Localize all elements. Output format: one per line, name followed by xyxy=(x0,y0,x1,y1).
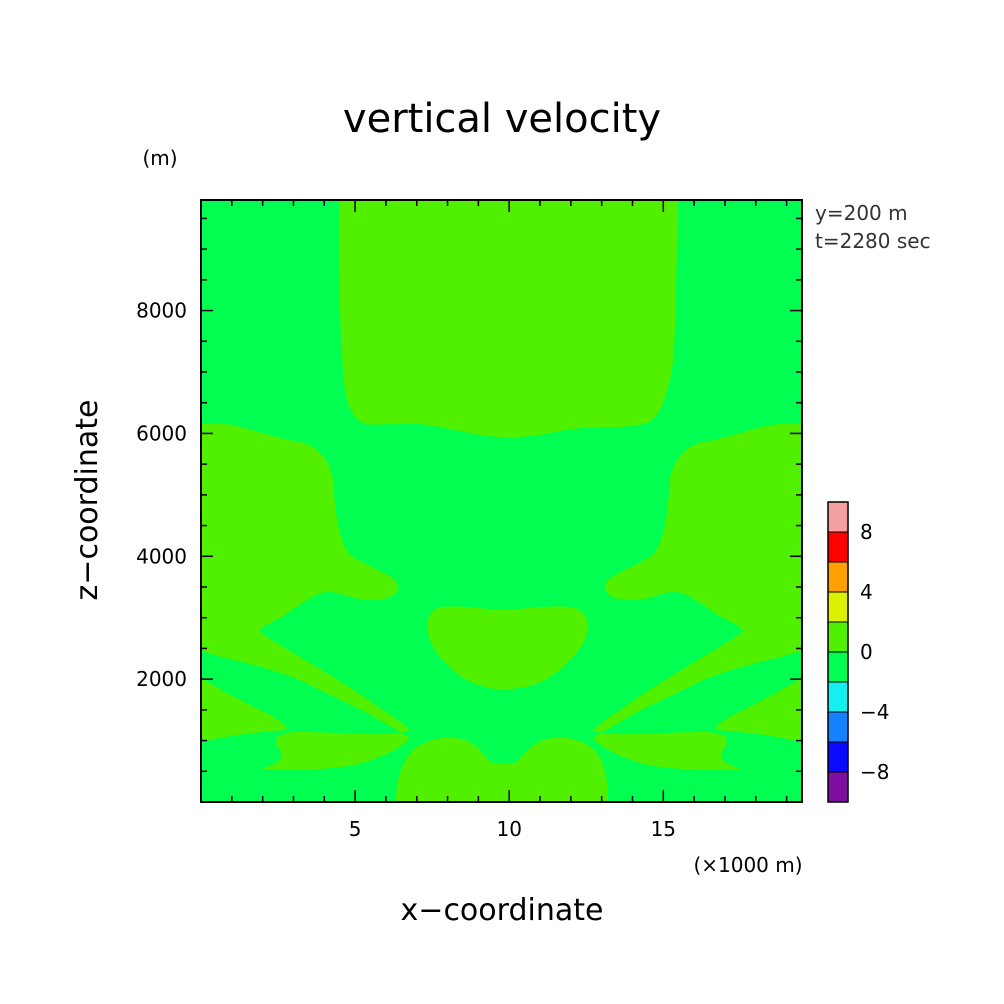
colorbar-swatch xyxy=(827,741,849,773)
colorbar-tick-label: 0 xyxy=(860,640,873,664)
plot-frame xyxy=(200,199,803,803)
x-tick-label: 5 xyxy=(349,817,362,841)
plot-area xyxy=(200,199,803,803)
colorbar: −8 −4 0 4 8 xyxy=(827,501,889,803)
colorbar-tick-label: −4 xyxy=(860,700,889,724)
y-axis-unit: (m) xyxy=(142,146,177,170)
annotation-time: t=2280 sec xyxy=(815,229,931,253)
region-right-lobe xyxy=(593,424,802,771)
region-upper-column xyxy=(339,200,678,438)
region-left-dot xyxy=(236,620,242,626)
colorbar-swatch xyxy=(827,681,849,713)
colorbar-swatch xyxy=(827,711,849,743)
y-tick-label: 4000 xyxy=(136,544,187,568)
colorbar-tick-label: 4 xyxy=(860,580,873,604)
annotation-y-position: y=200 m xyxy=(815,201,908,225)
colorbar-swatch xyxy=(827,531,849,563)
colorbar-swatch xyxy=(827,591,849,623)
axes: 5 10 15 2000 4000 6000 8000 xyxy=(136,200,802,841)
y-tick-label: 2000 xyxy=(136,667,187,691)
y-tick-label: 8000 xyxy=(136,299,187,323)
x-axis-unit: (×1000 m) xyxy=(693,853,802,877)
x-axis-title: x−coordinate xyxy=(401,893,604,928)
colorbar-swatch xyxy=(827,771,849,803)
y-axis-title: z−coordinate xyxy=(70,400,105,601)
region-bottom-mound xyxy=(396,737,608,802)
chart-title: vertical velocity xyxy=(343,96,661,142)
region-right-dot xyxy=(774,620,780,626)
region-left-lobe xyxy=(201,424,410,771)
colorbar-frame xyxy=(827,501,849,803)
colorbar-swatch xyxy=(827,621,849,653)
colorbar-swatch xyxy=(827,651,849,683)
region-central-blob xyxy=(427,606,589,690)
x-tick-label: 15 xyxy=(651,817,676,841)
colorbar-swatch xyxy=(827,561,849,593)
y-tick-label: 6000 xyxy=(136,421,187,445)
x-tick-label: 10 xyxy=(496,817,521,841)
colorbar-swatch xyxy=(827,501,849,533)
colorbar-tick-label: −8 xyxy=(860,760,889,784)
colorbar-tick-label: 8 xyxy=(860,520,873,544)
